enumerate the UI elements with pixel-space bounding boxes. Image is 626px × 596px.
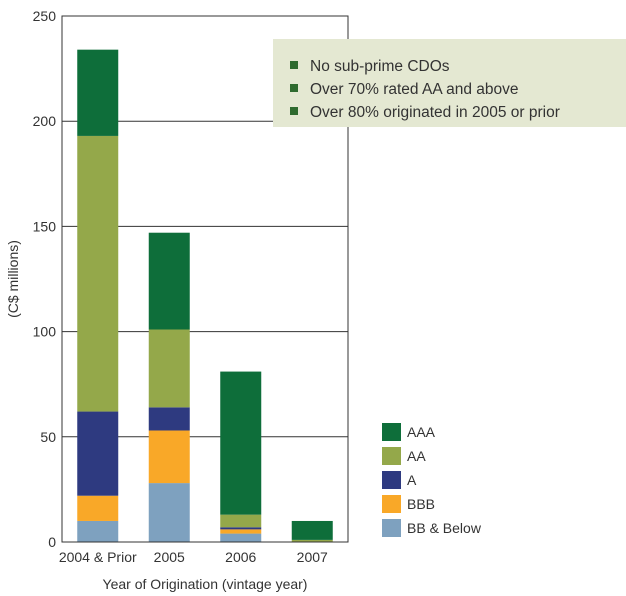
y-tick-label: 200 bbox=[33, 113, 57, 129]
callout-list: No sub-prime CDOs Over 70% rated AA and … bbox=[273, 39, 626, 124]
callout-item-text: Over 70% rated AA and above bbox=[310, 81, 519, 98]
legend-swatch bbox=[382, 447, 401, 465]
y-tick-label: 0 bbox=[48, 534, 56, 550]
x-tick-label: 2005 bbox=[154, 549, 185, 565]
bar-segment bbox=[148, 483, 190, 542]
square-bullet-icon bbox=[290, 61, 298, 69]
callout-item-text: Over 80% originated in 2005 or prior bbox=[310, 104, 560, 121]
bar-segment bbox=[291, 520, 333, 540]
y-tick-label: 250 bbox=[33, 8, 57, 24]
legend-swatch bbox=[382, 423, 401, 441]
bar-segment bbox=[77, 49, 119, 136]
bar-segment bbox=[220, 514, 262, 528]
legend-label: A bbox=[407, 472, 417, 488]
callout-item: Over 80% originated in 2005 or prior bbox=[290, 101, 626, 124]
y-tick-label: 50 bbox=[40, 429, 56, 445]
bar-segment bbox=[77, 520, 119, 542]
y-tick-label: 100 bbox=[33, 324, 57, 340]
legend-label: AA bbox=[407, 448, 426, 464]
legend-label: BBB bbox=[407, 496, 435, 512]
legend-swatch bbox=[382, 495, 401, 513]
x-axis-title: Year of Origination (vintage year) bbox=[103, 576, 308, 592]
bar-segment bbox=[220, 371, 262, 515]
bar-segment bbox=[148, 407, 190, 431]
bar-segment bbox=[77, 411, 119, 496]
y-tick-label: 150 bbox=[33, 218, 57, 234]
bar-segment bbox=[77, 495, 119, 521]
y-axis-title: (C$ millions) bbox=[5, 240, 21, 318]
square-bullet-icon bbox=[290, 107, 298, 115]
x-axis-ticks: 2004 & Prior 2005 2006 2007 bbox=[59, 549, 328, 565]
square-bullet-icon bbox=[290, 84, 298, 92]
bar-segment bbox=[291, 539, 333, 542]
bar-segment bbox=[220, 533, 262, 542]
bar-segment bbox=[220, 529, 262, 534]
legend-swatch bbox=[382, 519, 401, 537]
callout-item: Over 70% rated AA and above bbox=[290, 78, 626, 101]
bar-segment bbox=[220, 527, 262, 530]
bars bbox=[77, 49, 333, 542]
bar-segment bbox=[148, 232, 190, 330]
legend-swatch bbox=[382, 471, 401, 489]
bar-segment bbox=[148, 329, 190, 408]
bar-segment bbox=[77, 135, 119, 412]
x-tick-label: 2004 & Prior bbox=[59, 549, 137, 565]
y-axis-ticks: 0 50 100 150 200 250 bbox=[33, 8, 57, 550]
legend-label: BB & Below bbox=[407, 520, 482, 536]
callout-box: No sub-prime CDOs Over 70% rated AA and … bbox=[273, 39, 626, 127]
plot-frame bbox=[61, 15, 349, 543]
legend-label: AAA bbox=[407, 424, 436, 440]
callout-item: No sub-prime CDOs bbox=[290, 55, 626, 78]
x-tick-label: 2007 bbox=[297, 549, 328, 565]
callout-item-text: No sub-prime CDOs bbox=[310, 58, 450, 75]
x-tick-label: 2006 bbox=[225, 549, 256, 565]
bar-segment bbox=[148, 430, 190, 484]
